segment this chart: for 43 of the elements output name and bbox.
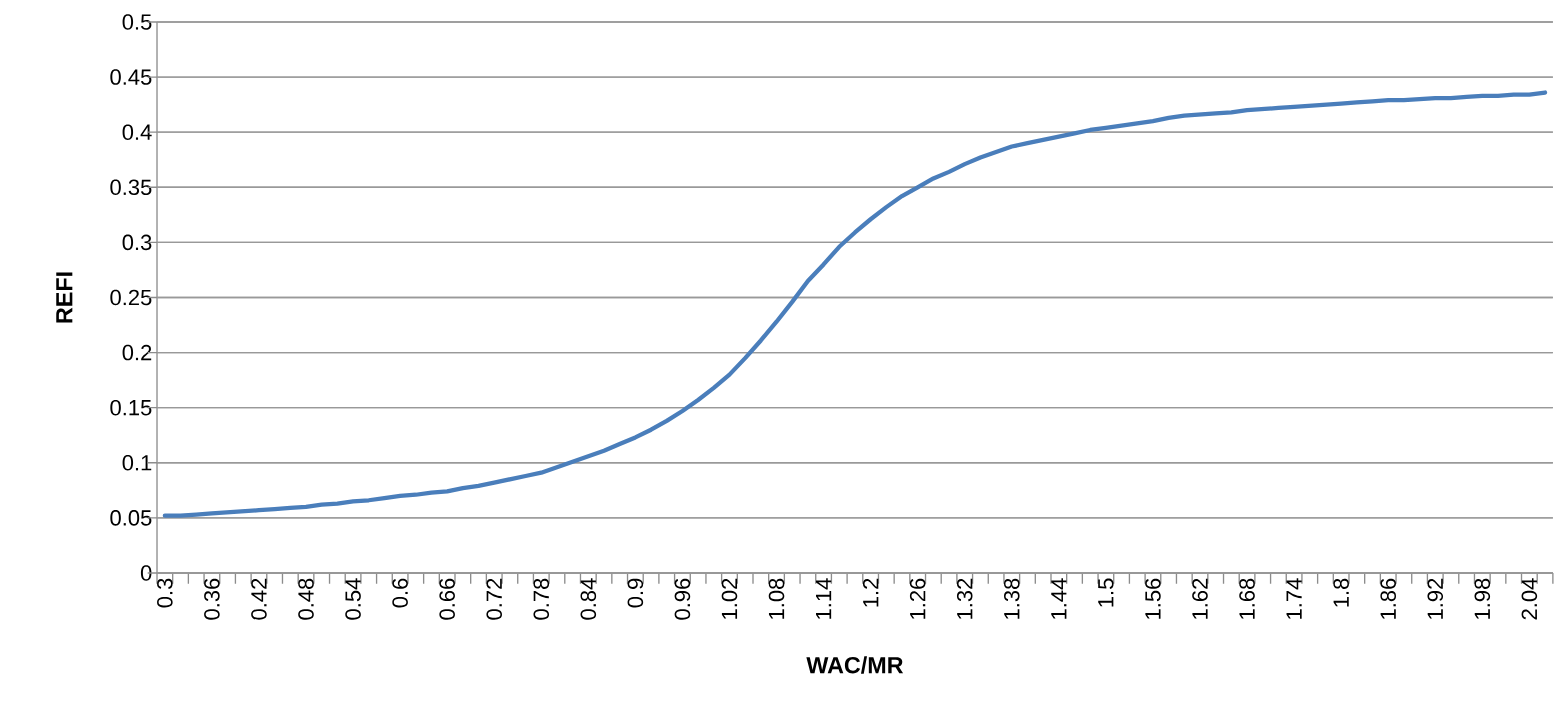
x-tick-label: 1.08: [768, 578, 785, 619]
y-tick-label: 0.35: [110, 179, 152, 196]
x-tick-label: 0.84: [580, 578, 597, 620]
y-tick-label: 0.45: [110, 69, 152, 85]
x-tick-label: 0.96: [674, 578, 691, 620]
x-tick-label: 1.2: [862, 578, 879, 607]
x-tick-label: 0.9: [627, 578, 644, 608]
x-tick-label: 0.48: [298, 578, 314, 620]
x-tick-label: 0.54: [345, 578, 361, 620]
y-tick-label: 0.4: [122, 124, 152, 140]
x-tick-label: 0.36: [204, 578, 220, 620]
x-axis-title: WAC/MR: [806, 656, 904, 674]
y-axis-title: REFI: [56, 272, 73, 323]
x-tick-label: 0.42: [251, 578, 267, 620]
x-tick-label: 1.38: [1003, 578, 1020, 619]
y-tick-label: 0.1: [122, 454, 152, 471]
y-tick-label: 0: [140, 565, 152, 581]
x-tick-label: 1.62: [1192, 578, 1208, 619]
x-tick-label: 1.86: [1380, 578, 1396, 619]
y-tick-label: 0.5: [122, 14, 152, 30]
x-tick-label: 1.68: [1239, 578, 1255, 619]
x-tick-label: 1.02: [721, 578, 738, 619]
y-tick-label: 0.2: [122, 344, 152, 361]
x-tick-label: 1.74: [1286, 578, 1302, 619]
x-tick-label: 0.72: [486, 578, 502, 620]
y-tick-label: 0.25: [110, 289, 152, 306]
x-tick-label: 1.14: [816, 578, 832, 619]
y-tick-label: 0.3: [122, 234, 152, 251]
x-tick-label: 1.98: [1474, 578, 1491, 619]
x-tick-label: 1.8: [1333, 578, 1349, 607]
x-tick-label: 0.6: [392, 578, 408, 608]
x-tick-label: 1.56: [1145, 578, 1161, 619]
y-tick-label: 0.05: [110, 510, 152, 526]
x-tick-label: 1.32: [956, 578, 973, 619]
x-tick-label: 2.04: [1521, 578, 1538, 620]
x-tick-label: 1.92: [1427, 578, 1444, 619]
x-tick-label: 1.26: [909, 578, 926, 619]
x-tick-label: 1.5: [1098, 578, 1114, 607]
x-tick-label: 0.66: [439, 578, 455, 620]
x-tick-label: 0.78: [533, 578, 550, 620]
x-tick-label: 1.44: [1051, 578, 1067, 619]
x-tick-label: 0.3: [157, 578, 173, 608]
y-tick-label: 0.15: [110, 399, 152, 416]
